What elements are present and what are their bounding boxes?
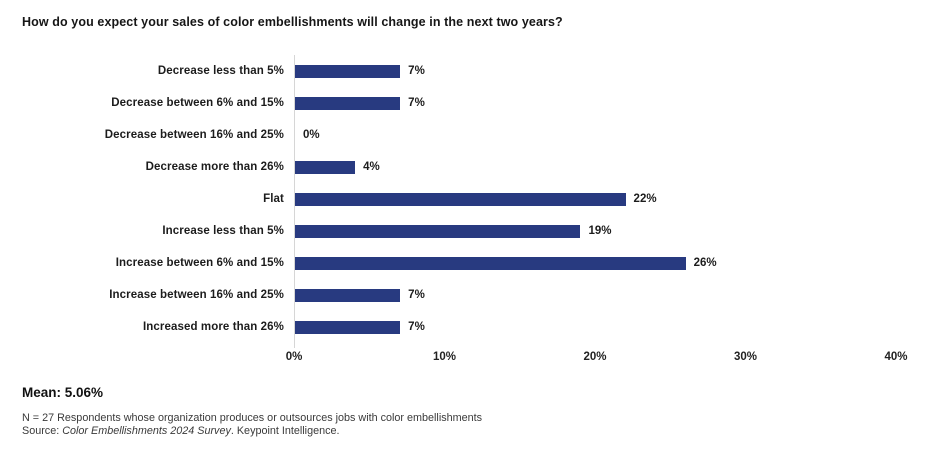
category-label: Decrease between 16% and 25% xyxy=(104,129,284,141)
bar xyxy=(295,160,356,174)
category-label: Decrease more than 26% xyxy=(145,161,284,173)
value-label: 22% xyxy=(633,193,657,205)
bar xyxy=(295,224,581,238)
footnote-source-prefix: Source: xyxy=(22,424,63,437)
footnote-source: Source: Color Embellishments 2024 Survey… xyxy=(22,425,935,438)
bar-row: Increased more than 26% 7% xyxy=(22,311,896,343)
category-label: Flat xyxy=(263,193,284,205)
category-label: Increase less than 5% xyxy=(162,225,284,237)
mean-value-text: Mean: 5.06% xyxy=(22,385,104,400)
value-label: 26% xyxy=(693,257,717,269)
bar-row: Flat 22% xyxy=(22,183,896,215)
plot-cell: 7% xyxy=(294,87,896,119)
plot-cell: 26% xyxy=(294,247,896,279)
category-label: Increase between 16% and 25% xyxy=(109,289,284,301)
bar xyxy=(295,64,401,78)
bar-row: Increase between 6% and 15% 26% xyxy=(22,247,896,279)
x-axis: 0% 10% 20% 30% 40% xyxy=(286,351,908,369)
bar xyxy=(295,192,626,206)
plot-cell: 7% xyxy=(294,55,896,87)
axis-tick xyxy=(294,343,295,348)
bar xyxy=(295,288,401,302)
plot-cell: 7% xyxy=(294,311,896,343)
x-tick-label: 20% xyxy=(583,351,607,363)
x-tick-label: 10% xyxy=(432,351,457,363)
plot-cell: 4% xyxy=(294,151,896,183)
bar xyxy=(295,256,686,270)
bar-row: Decrease between 16% and 25% 0% xyxy=(22,119,896,151)
value-label: 4% xyxy=(363,161,380,173)
value-label: 7% xyxy=(408,97,425,109)
category-label: Decrease between 6% and 15% xyxy=(111,97,284,109)
footnote-source-suffix: . Keypoint Intelligence. xyxy=(230,424,340,437)
footnote-source-survey-name: Color Embellishments 2024 Survey xyxy=(62,424,231,437)
plot-cell: 7% xyxy=(294,279,896,311)
footnote: N = 27 Respondents whose organization pr… xyxy=(22,412,935,438)
bar xyxy=(295,320,401,334)
bar-row: Decrease between 6% and 15% 7% xyxy=(22,87,896,119)
value-label: 0% xyxy=(303,129,320,141)
value-label: 7% xyxy=(408,321,425,333)
bar-row: Decrease more than 26% 4% xyxy=(22,151,896,183)
bar-row: Increase less than 5% 19% xyxy=(22,215,896,247)
category-label: Increased more than 26% xyxy=(143,321,284,333)
category-label: Increase between 6% and 15% xyxy=(115,257,284,269)
x-tick-label: 0% xyxy=(285,351,303,363)
plot-cell: 22% xyxy=(294,183,896,215)
bar xyxy=(295,96,401,110)
x-tick-label: 30% xyxy=(733,351,758,363)
value-label: 7% xyxy=(408,289,425,301)
bar-rows-container: Decrease less than 5% 7% Decrease between … xyxy=(22,55,896,343)
bar-row: Increase between 16% and 25% 7% xyxy=(22,279,896,311)
plot-cell: 0% xyxy=(294,119,896,151)
category-label: Decrease less than 5% xyxy=(157,65,284,77)
value-label: 19% xyxy=(588,225,612,237)
chart-title: How do you expect your sales of color em… xyxy=(22,15,563,29)
plot-cell: 19% xyxy=(294,215,896,247)
value-label: 7% xyxy=(408,65,425,77)
bar-chart: Decrease less than 5% 7% Decrease between … xyxy=(22,55,908,369)
footnote-respondents: N = 27 Respondents whose organization pr… xyxy=(22,412,483,424)
x-tick-label: 40% xyxy=(884,351,908,363)
bar-row: Decrease less than 5% 7% xyxy=(22,55,896,87)
